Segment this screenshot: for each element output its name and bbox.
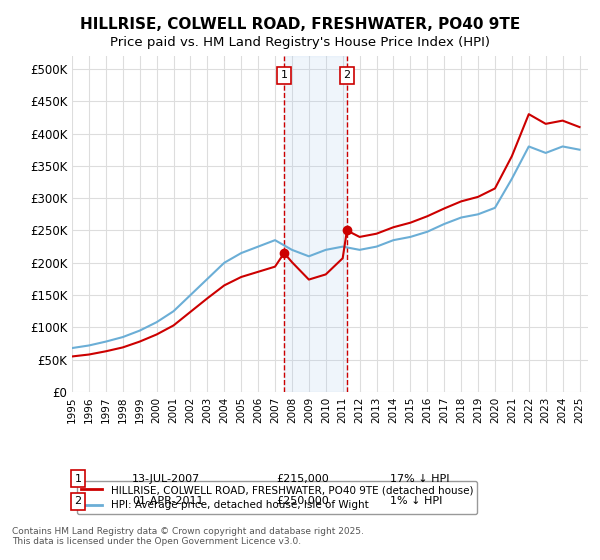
Text: £250,000: £250,000: [276, 496, 329, 506]
Text: HILLRISE, COLWELL ROAD, FRESHWATER, PO40 9TE: HILLRISE, COLWELL ROAD, FRESHWATER, PO40…: [80, 17, 520, 32]
Text: 01-APR-2011: 01-APR-2011: [132, 496, 203, 506]
Text: 2: 2: [343, 71, 350, 81]
Text: Price paid vs. HM Land Registry's House Price Index (HPI): Price paid vs. HM Land Registry's House …: [110, 36, 490, 49]
Legend: HILLRISE, COLWELL ROAD, FRESHWATER, PO40 9TE (detached house), HPI: Average pric: HILLRISE, COLWELL ROAD, FRESHWATER, PO40…: [77, 481, 477, 515]
Text: 2: 2: [74, 496, 82, 506]
Text: 1: 1: [74, 474, 82, 484]
Text: 1: 1: [281, 71, 287, 81]
Text: 17% ↓ HPI: 17% ↓ HPI: [390, 474, 449, 484]
Text: 1% ↓ HPI: 1% ↓ HPI: [390, 496, 442, 506]
Text: £215,000: £215,000: [276, 474, 329, 484]
Text: 13-JUL-2007: 13-JUL-2007: [132, 474, 200, 484]
Text: Contains HM Land Registry data © Crown copyright and database right 2025.
This d: Contains HM Land Registry data © Crown c…: [12, 526, 364, 546]
Bar: [284, 56, 347, 392]
